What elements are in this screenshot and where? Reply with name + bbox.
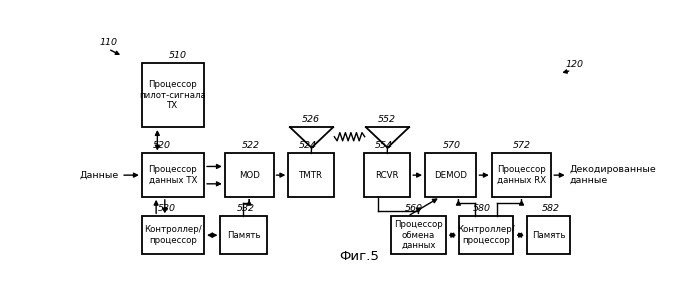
Text: Данные: Данные	[80, 171, 119, 180]
Bar	[459, 216, 513, 254]
Text: Память: Память	[227, 231, 260, 240]
Text: Процессор
данных RX: Процессор данных RX	[497, 165, 546, 185]
Text: 570: 570	[443, 141, 461, 150]
Bar	[391, 216, 446, 254]
Bar	[527, 216, 570, 254]
Text: 532: 532	[237, 204, 255, 213]
Text: Процессор
пилот-сигнала
TX: Процессор пилот-сигнала TX	[139, 80, 206, 110]
Bar	[288, 154, 335, 197]
Text: TMTR: TMTR	[300, 171, 323, 180]
Text: Память: Память	[532, 231, 566, 240]
Bar	[491, 154, 552, 197]
Text: 552: 552	[378, 115, 395, 124]
Text: Фиг.5: Фиг.5	[339, 250, 379, 263]
Text: 520: 520	[153, 141, 171, 150]
Text: 522: 522	[241, 141, 260, 150]
Text: MOD: MOD	[239, 171, 260, 180]
Text: 572: 572	[512, 141, 531, 150]
Bar	[364, 154, 410, 197]
Text: Декодированные
данные: Декодированные данные	[570, 165, 657, 185]
Text: RCVR: RCVR	[375, 171, 399, 180]
Text: 582: 582	[542, 204, 560, 213]
Bar	[141, 216, 204, 254]
Text: 110: 110	[99, 38, 118, 47]
Text: 580: 580	[473, 204, 491, 213]
Text: DEMOD: DEMOD	[434, 171, 467, 180]
Bar	[425, 154, 477, 197]
Text: 560: 560	[405, 204, 423, 213]
Text: 526: 526	[302, 115, 320, 124]
Bar	[225, 154, 274, 197]
Text: Процессор
данных TX: Процессор данных TX	[148, 165, 197, 185]
Text: 554: 554	[375, 141, 393, 150]
Text: 510: 510	[169, 51, 187, 60]
Text: 120: 120	[566, 60, 584, 69]
Text: 530: 530	[158, 204, 176, 213]
Text: 524: 524	[299, 141, 317, 150]
Bar	[220, 216, 267, 254]
Bar	[141, 63, 204, 127]
Text: Процессор
обмена
данных: Процессор обмена данных	[394, 220, 443, 250]
Bar	[141, 154, 204, 197]
Text: Контроллер/
процессор: Контроллер/ процессор	[457, 225, 515, 245]
Text: Контроллер/
процессор: Контроллер/ процессор	[144, 225, 202, 245]
